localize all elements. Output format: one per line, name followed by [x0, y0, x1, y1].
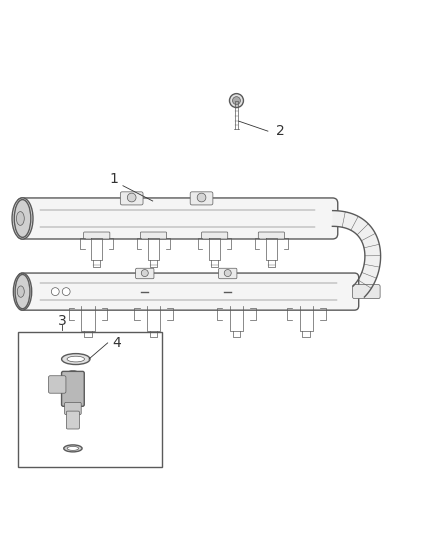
Ellipse shape: [13, 273, 32, 310]
FancyBboxPatch shape: [62, 372, 84, 406]
Circle shape: [127, 193, 136, 202]
Ellipse shape: [17, 286, 24, 297]
Ellipse shape: [67, 447, 78, 450]
Circle shape: [230, 94, 244, 108]
Ellipse shape: [16, 212, 24, 225]
FancyBboxPatch shape: [18, 273, 359, 310]
FancyBboxPatch shape: [353, 285, 380, 298]
FancyBboxPatch shape: [65, 402, 81, 415]
Ellipse shape: [67, 356, 85, 362]
Text: 3: 3: [57, 314, 66, 328]
FancyBboxPatch shape: [17, 198, 338, 239]
Circle shape: [197, 193, 206, 202]
Ellipse shape: [12, 198, 33, 239]
Ellipse shape: [62, 353, 90, 365]
FancyBboxPatch shape: [136, 268, 154, 279]
Polygon shape: [332, 211, 381, 297]
FancyBboxPatch shape: [84, 232, 110, 239]
FancyBboxPatch shape: [49, 376, 66, 393]
Circle shape: [224, 270, 231, 277]
FancyBboxPatch shape: [120, 192, 143, 205]
Circle shape: [141, 270, 148, 277]
Ellipse shape: [15, 274, 30, 309]
Text: 4: 4: [112, 336, 121, 350]
Text: 1: 1: [110, 172, 119, 186]
Circle shape: [51, 288, 59, 295]
FancyBboxPatch shape: [141, 232, 166, 239]
FancyBboxPatch shape: [190, 192, 213, 205]
FancyBboxPatch shape: [219, 268, 237, 279]
Bar: [18, 332, 162, 467]
Circle shape: [233, 96, 240, 104]
Text: 2: 2: [276, 124, 285, 138]
FancyBboxPatch shape: [258, 232, 285, 239]
FancyBboxPatch shape: [201, 232, 228, 239]
Ellipse shape: [14, 199, 31, 237]
Ellipse shape: [67, 370, 79, 377]
FancyBboxPatch shape: [67, 411, 79, 429]
Circle shape: [62, 288, 70, 295]
Ellipse shape: [64, 445, 82, 452]
